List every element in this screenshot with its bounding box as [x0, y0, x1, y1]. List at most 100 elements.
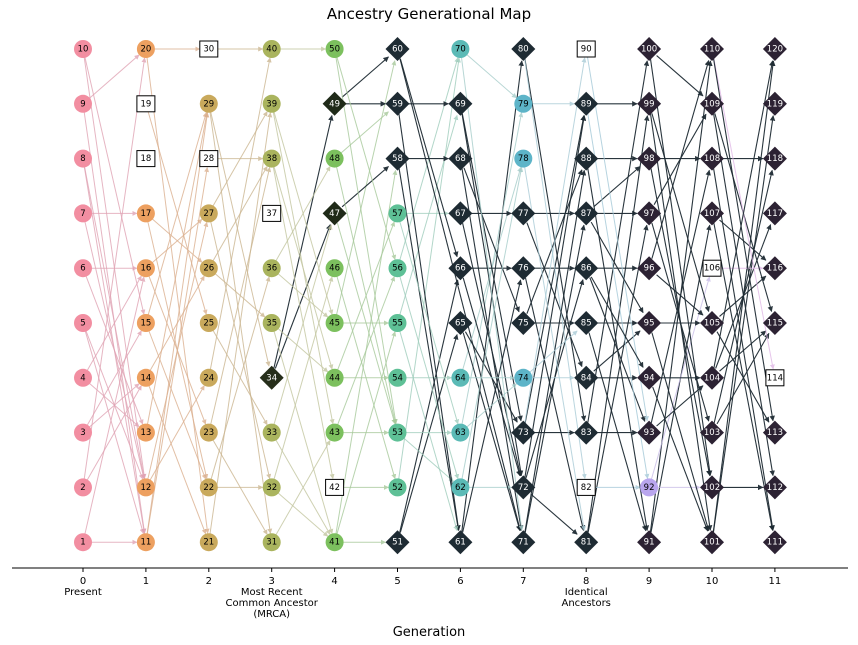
node-4: 4 — [74, 368, 92, 387]
node-shape-112 — [762, 475, 787, 500]
edge-39-43 — [272, 110, 335, 425]
node-shape-13 — [136, 423, 155, 442]
node-105: 105 — [700, 311, 724, 335]
node-label-67: 67 — [455, 209, 466, 219]
node-shape-81 — [574, 530, 599, 555]
node-label-79: 79 — [518, 99, 529, 109]
node-shape-67 — [448, 201, 473, 226]
node-79: 79 — [514, 94, 533, 113]
edge-65-71 — [462, 332, 522, 532]
node-label-77: 77 — [518, 209, 529, 219]
node-38: 38 — [262, 149, 281, 168]
node-label-39: 39 — [266, 99, 277, 109]
edge-61-76 — [462, 279, 523, 533]
edge-27-32 — [209, 220, 272, 480]
node-92: 92 — [640, 478, 659, 497]
node-shape-62 — [451, 478, 470, 497]
edge-16-27 — [150, 218, 203, 264]
node-shape-31 — [262, 533, 281, 552]
node-shape-84 — [574, 365, 599, 390]
node-82: 82 — [576, 478, 596, 496]
node-24: 24 — [199, 368, 218, 387]
node-label-43: 43 — [329, 428, 340, 438]
node-label-16: 16 — [140, 264, 151, 274]
edge-109-112 — [713, 113, 775, 477]
edge-39-45 — [273, 110, 334, 315]
node-shape-30 — [199, 40, 219, 58]
node-45: 45 — [325, 314, 344, 332]
node-shape-22 — [199, 478, 218, 497]
node-65: 65 — [448, 311, 473, 335]
edge-36-45 — [276, 272, 329, 318]
node-shape-59 — [385, 91, 410, 116]
node-64: 64 — [451, 368, 470, 387]
node-label-56: 56 — [392, 264, 403, 274]
x-tick-label-1: 1 — [143, 576, 149, 587]
node-84: 84 — [574, 365, 599, 390]
node-15: 15 — [136, 314, 155, 332]
edge-32-41 — [276, 491, 329, 537]
x-tick-label-2: 2 — [206, 576, 212, 587]
node-label-46: 46 — [329, 264, 340, 274]
node-label-28: 28 — [203, 154, 214, 164]
node-shape-93 — [637, 420, 662, 445]
edge-104-120 — [713, 60, 775, 369]
node-shape-12 — [136, 478, 155, 497]
node-shape-104 — [700, 365, 724, 390]
node-shape-49 — [322, 91, 347, 116]
edge-108-111 — [713, 168, 775, 531]
node-label-63: 63 — [455, 428, 466, 438]
x-tick-label-5: 5 — [394, 576, 400, 587]
edge-71-88 — [524, 169, 587, 533]
node-shape-58 — [385, 146, 410, 171]
node-113: 113 — [762, 420, 787, 445]
node-shape-14 — [136, 368, 155, 387]
node-1: 1 — [74, 533, 92, 552]
node-23: 23 — [199, 423, 218, 442]
edge-58-61 — [398, 168, 461, 531]
node-shape-3 — [74, 423, 92, 442]
edge-100-109 — [656, 55, 704, 97]
node-2: 2 — [74, 478, 92, 497]
node-shape-72 — [511, 475, 536, 500]
node-label-102: 102 — [704, 483, 720, 493]
edge-43-56 — [336, 276, 396, 427]
node-69: 69 — [448, 91, 473, 116]
node-70: 70 — [451, 40, 470, 58]
x-tick-label-4: 4 — [331, 576, 337, 587]
node-21: 21 — [199, 533, 218, 552]
node-label-41: 41 — [329, 538, 340, 548]
edge-72-89 — [524, 115, 587, 478]
node-shape-34 — [259, 365, 284, 390]
node-shape-9 — [74, 94, 92, 113]
node-100: 100 — [637, 37, 662, 61]
node-shape-55 — [388, 314, 407, 332]
x-tick-label-0: 0 — [80, 576, 86, 587]
edge-46-52 — [336, 274, 397, 480]
node-label-51: 51 — [392, 538, 403, 548]
node-label-72: 72 — [518, 483, 529, 493]
edge-9-20 — [87, 54, 140, 100]
edge-87-95 — [590, 221, 644, 314]
node-shape-26 — [199, 259, 218, 278]
node-label-110: 110 — [704, 45, 720, 55]
edge-17-26 — [150, 217, 203, 263]
node-7: 7 — [74, 204, 92, 223]
node-95: 95 — [637, 311, 662, 335]
node-label-22: 22 — [203, 483, 214, 493]
node-label-75: 75 — [518, 319, 529, 329]
x-tick-label-9: 9 — [646, 576, 652, 587]
node-31: 31 — [262, 533, 281, 552]
node-label-6: 6 — [80, 264, 85, 274]
edge-13-29 — [146, 112, 209, 426]
edge-55-61 — [398, 329, 459, 532]
edge-29-31 — [209, 110, 273, 534]
edge-32-46 — [273, 276, 334, 481]
node-label-105: 105 — [704, 319, 720, 329]
node-shape-56 — [388, 259, 407, 278]
edge-10-15 — [84, 55, 146, 315]
node-label-78: 78 — [518, 154, 529, 164]
node-shape-48 — [325, 149, 344, 168]
node-shape-114 — [765, 369, 785, 387]
